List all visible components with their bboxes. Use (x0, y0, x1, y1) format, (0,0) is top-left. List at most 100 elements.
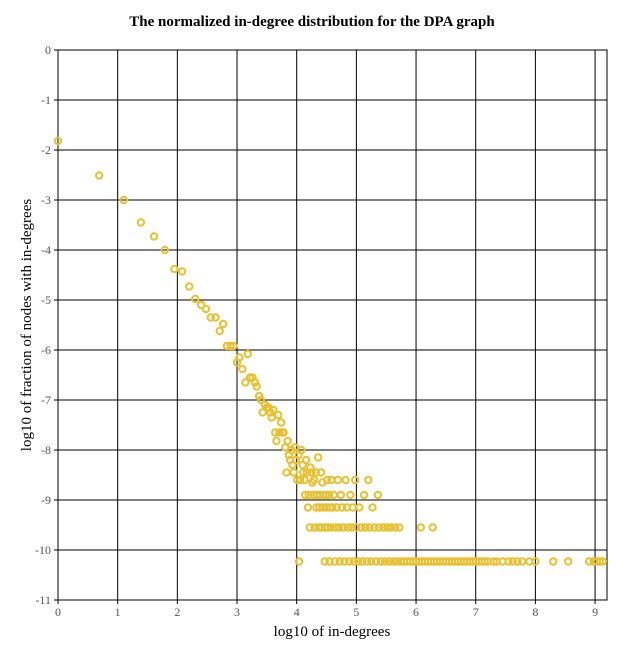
data-point (364, 475, 373, 485)
data-point (564, 557, 573, 566)
data-point (290, 443, 300, 452)
data-point (504, 557, 513, 566)
data-point (276, 418, 286, 427)
data-point (326, 523, 335, 532)
data-point (345, 557, 354, 566)
data-point (346, 490, 355, 500)
data-point (584, 557, 594, 566)
data-point (395, 523, 404, 532)
data-point (191, 294, 200, 304)
data-points (53, 136, 608, 566)
data-point (333, 475, 343, 485)
data-point (279, 428, 288, 437)
data-point (254, 391, 264, 401)
data-point (302, 455, 311, 465)
x-tick-label: 3 (234, 605, 240, 619)
data-point (241, 378, 250, 387)
data-point (119, 195, 128, 205)
x-tick-label: 1 (115, 605, 121, 619)
data-point (211, 313, 220, 322)
data-point (304, 490, 313, 500)
data-point (358, 557, 367, 566)
data-point (384, 557, 394, 566)
data-point (349, 557, 359, 566)
data-point (362, 557, 372, 566)
data-point (320, 557, 329, 566)
data-point (170, 264, 179, 274)
plot-frame (57, 49, 608, 601)
data-point (53, 136, 63, 146)
data-point (316, 468, 326, 477)
data-point (428, 523, 437, 532)
data-point (386, 523, 396, 532)
data-point (389, 557, 398, 566)
data-point (300, 490, 310, 500)
data-point (336, 490, 346, 500)
data-point (229, 341, 238, 351)
x-tick-label: 0 (55, 605, 61, 619)
data-point (361, 523, 370, 532)
data-point (282, 468, 291, 477)
data-point (347, 523, 356, 532)
data-point (365, 523, 374, 532)
data-point (267, 413, 276, 422)
data-point (374, 523, 384, 532)
data-point (337, 503, 347, 512)
data-point (370, 523, 379, 532)
data-point (489, 557, 498, 566)
data-point (355, 503, 364, 512)
data-point (383, 523, 392, 532)
data-point (328, 503, 337, 512)
data-point (325, 557, 334, 566)
data-point (531, 557, 540, 566)
data-point (136, 218, 146, 227)
x-tick-label: 2 (174, 605, 180, 619)
y-tick-label: -11 (35, 593, 51, 607)
data-point (297, 445, 306, 455)
data-point (149, 232, 159, 241)
data-point (303, 503, 313, 512)
data-point (294, 557, 304, 566)
data-point (269, 405, 278, 415)
data-point (371, 557, 381, 566)
data-point (226, 341, 235, 351)
data-point (215, 326, 224, 336)
x-tick-label: 5 (353, 605, 359, 619)
data-point (598, 557, 608, 566)
data-point (350, 475, 360, 485)
x-tick-label: 8 (532, 605, 538, 619)
y-tick-label: -9 (41, 493, 51, 507)
data-point (330, 557, 340, 566)
data-point (185, 282, 194, 291)
data-point (324, 490, 334, 500)
grid (58, 50, 607, 600)
data-point (373, 490, 383, 500)
data-point (322, 475, 332, 485)
data-point (309, 475, 319, 485)
y-tick-label: 0 (45, 43, 51, 57)
data-point (94, 171, 104, 180)
data-point (283, 436, 292, 446)
data-point (376, 557, 386, 566)
data-point (300, 475, 309, 485)
data-point (367, 557, 376, 566)
data-point (334, 523, 344, 532)
data-point (289, 468, 298, 477)
data-point (416, 523, 426, 532)
data-point (307, 468, 316, 477)
data-point (380, 557, 390, 566)
data-point (343, 523, 353, 532)
data-point (595, 557, 605, 566)
chart-title: The normalized in-degree distribution fo… (129, 14, 495, 30)
data-point (177, 267, 187, 276)
data-point (258, 408, 267, 417)
data-point (273, 410, 283, 420)
y-tick-label: -5 (41, 293, 51, 307)
data-point (201, 304, 211, 314)
data-point (323, 523, 332, 532)
y-tick-label: -4 (41, 243, 51, 257)
x-tick-label: 6 (413, 605, 419, 619)
y-tick-label: -7 (41, 393, 51, 407)
y-tick-label: -1 (41, 93, 51, 107)
data-point (272, 436, 281, 446)
